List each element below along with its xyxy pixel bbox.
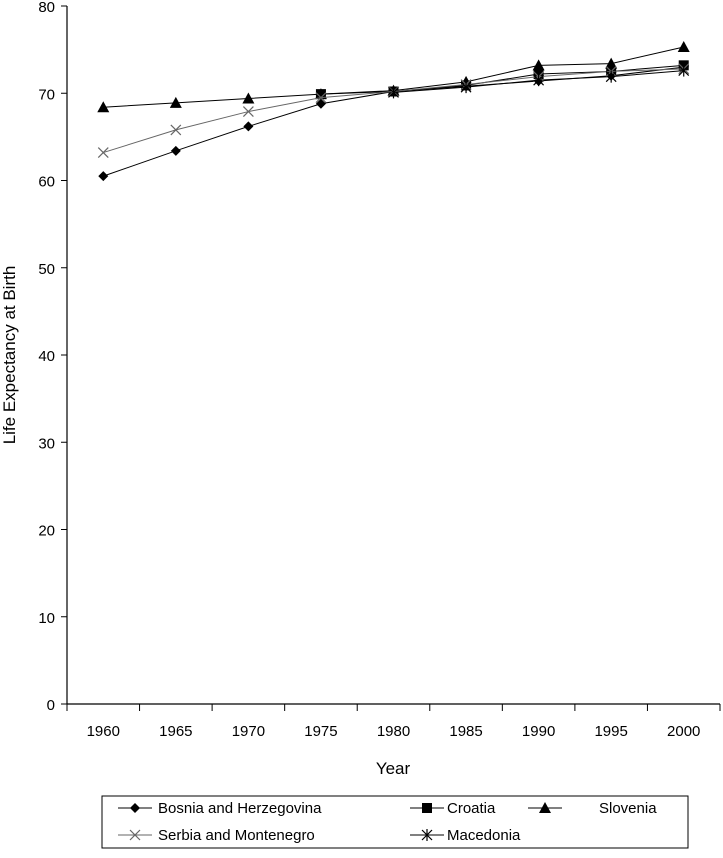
- y-tick-label: 10: [38, 610, 55, 627]
- legend-item-macedonia: Macedonia: [410, 827, 521, 844]
- data-point-bosnia-and-herzegovina: [243, 121, 254, 132]
- legend-label: Macedonia: [447, 827, 521, 844]
- x-tick-label: 1985: [449, 723, 482, 740]
- series-bosnia-and-herzegovina: [98, 62, 689, 182]
- series-line-bosnia-and-herzegovina: [103, 66, 684, 177]
- y-tick-label: 20: [38, 523, 55, 540]
- data-point-bosnia-and-herzegovina: [315, 98, 326, 109]
- legend-label: Serbia and Montenegro: [158, 827, 315, 844]
- data-point-macedonia: [533, 74, 545, 87]
- data-point-serbia-and-montenegro: [242, 106, 254, 117]
- data-point-bosnia-and-herzegovina: [98, 171, 109, 182]
- y-axis-label: Life Expectancy at Birth: [0, 266, 19, 445]
- legend-marker: [422, 803, 432, 813]
- y-tick-label: 80: [38, 0, 55, 16]
- legend-label: Bosnia and Herzegovina: [158, 800, 322, 817]
- legend-label: Croatia: [447, 800, 496, 817]
- legend-item-serbia-and-montenegro: Serbia and Montenegro: [118, 827, 315, 844]
- legend-marker: [421, 829, 433, 841]
- x-tick-label: 1960: [87, 723, 120, 740]
- data-point-slovenia: [532, 59, 545, 71]
- legend-item-croatia: Croatia: [410, 800, 496, 817]
- x-tick-label: 1980: [377, 723, 410, 740]
- data-point-serbia-and-montenegro: [315, 92, 327, 104]
- series-line-croatia: [320, 64, 684, 95]
- x-tick-label: 2000: [667, 723, 700, 740]
- x-tick-label: 1995: [594, 723, 627, 740]
- legend-marker: [130, 803, 140, 813]
- axes: [66, 6, 720, 705]
- x-ticks: 1960 1965 1970 1975 1980 1985 1990 1995 2000: [66, 704, 721, 740]
- data-point-slovenia: [97, 101, 110, 113]
- data-point-slovenia: [677, 41, 690, 53]
- legend: Bosnia and Herzegovina Croatia Slovenia Ser…: [101, 795, 689, 849]
- legend-label: Slovenia: [599, 800, 657, 817]
- y-tick-label: 60: [38, 174, 55, 191]
- legend-item-slovenia: Slovenia: [528, 800, 657, 817]
- y-tick-label: 40: [38, 348, 55, 365]
- data-point-serbia-and-montenegro: [170, 124, 182, 136]
- data-point-slovenia: [242, 92, 255, 104]
- x-tick-label: 1975: [304, 723, 337, 740]
- y-tick-label: 30: [38, 435, 55, 452]
- legend-marker: [129, 829, 141, 841]
- data-point-slovenia: [169, 96, 182, 108]
- data-point-macedonia: [605, 70, 617, 83]
- series-macedonia: [388, 64, 690, 99]
- data-point-bosnia-and-herzegovina: [170, 145, 181, 156]
- y-tick-label: 0: [47, 697, 55, 714]
- x-tick-label: 1965: [159, 723, 192, 740]
- legend-box: [101, 795, 689, 849]
- series-serbia-and-montenegro: [97, 63, 690, 159]
- legend-marker: [539, 802, 551, 813]
- data-point-slovenia: [314, 88, 327, 100]
- data-point-slovenia: [605, 57, 618, 69]
- series-layer: [97, 41, 690, 182]
- x-tick-label: 1970: [232, 723, 265, 740]
- legend-item-bosnia-and-herzegovina: Bosnia and Herzegovina: [118, 800, 322, 817]
- data-point-macedonia: [678, 64, 690, 77]
- data-point-macedonia: [460, 81, 472, 94]
- x-axis-label: Year: [376, 759, 411, 778]
- data-point-macedonia: [388, 86, 399, 99]
- data-point-serbia-and-montenegro: [97, 147, 109, 159]
- y-tick-label: 70: [38, 86, 55, 103]
- data-point-croatia: [533, 69, 544, 80]
- x-tick-label: 1990: [522, 723, 555, 740]
- series-line-serbia-and-montenegro: [103, 68, 684, 154]
- y-tick-label: 50: [38, 261, 55, 278]
- y-ticks: 0 10 20 30 40 50 60 70 80: [38, 0, 67, 714]
